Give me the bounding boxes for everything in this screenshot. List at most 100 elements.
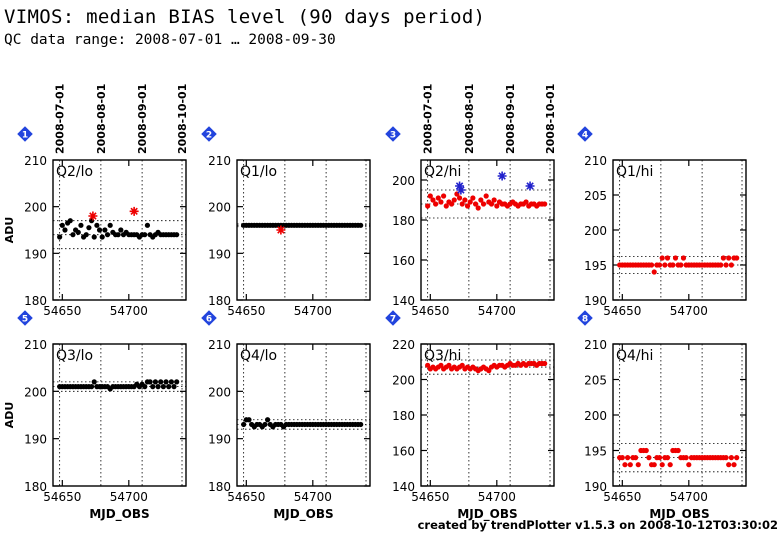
x-tick-label: 54650 xyxy=(43,304,81,318)
data-point xyxy=(731,462,737,468)
data-point xyxy=(246,417,252,423)
panel-6: 180 190 200 210 54650 54700 MJD_OBS 6 Q4/lo xyxy=(201,310,371,522)
x-axis-label: MJD_OBS xyxy=(649,507,709,522)
data-point xyxy=(627,462,633,468)
data-point xyxy=(107,222,113,228)
x-tick-label: 54700 xyxy=(478,304,516,318)
data-point xyxy=(168,379,174,385)
data-point xyxy=(86,225,92,231)
x-tick-label: 54650 xyxy=(227,490,265,504)
x-tick-label: 54650 xyxy=(43,490,81,504)
data-point xyxy=(441,193,447,199)
panel-number: 3 xyxy=(390,131,396,141)
panel-number: 8 xyxy=(582,315,588,325)
data-point xyxy=(166,384,172,390)
data-point xyxy=(619,455,625,461)
data-point xyxy=(648,262,655,268)
data-point xyxy=(459,201,465,207)
y-tick-label: 200 xyxy=(24,385,47,399)
data-point-star xyxy=(276,225,286,235)
y-tick-label: 195 xyxy=(584,259,607,273)
x-tick-label: 54650 xyxy=(411,490,449,504)
panel-label: Q4/hi xyxy=(616,348,653,364)
y-tick-label: 200 xyxy=(208,385,231,399)
panel-label: Q2/hi xyxy=(424,164,461,180)
data-point xyxy=(174,232,180,238)
data-point xyxy=(720,255,726,261)
panel-4: 190 195 200 205 210 54650 54700 4 Q1/hi xyxy=(577,126,747,318)
data-point xyxy=(491,197,497,203)
panel-8: 190 195 200 205 210 54650 54700 MJD_OBS 8 Q4/hi xyxy=(577,310,747,522)
data-point xyxy=(475,205,481,211)
data-point xyxy=(163,379,169,385)
x-tick-label: 54700 xyxy=(670,490,708,504)
data-point xyxy=(643,447,649,454)
data-point xyxy=(659,462,665,468)
panel-number: 4 xyxy=(582,131,588,141)
data-point xyxy=(683,455,689,461)
x-tick-label: 54700 xyxy=(294,490,332,504)
data-point xyxy=(142,232,148,238)
data-point xyxy=(486,368,492,374)
data-point xyxy=(672,255,679,261)
data-point xyxy=(670,262,676,268)
date-label: 2008-10-01 xyxy=(176,84,189,154)
data-point xyxy=(438,199,444,205)
data-point xyxy=(241,421,247,428)
y-tick-label: 190 xyxy=(24,433,47,447)
panel-label: Q2/lo xyxy=(56,164,93,180)
data-point xyxy=(448,201,455,207)
data-point xyxy=(651,462,657,468)
chart-subtitle: QC data range: 2008-07-01 … 2008-09-30 xyxy=(4,32,336,48)
data-point xyxy=(427,193,433,199)
data-point xyxy=(675,447,681,454)
y-tick-label: 200 xyxy=(392,374,415,388)
panel-5: 180 190 200 210 54650 54700 ADU MJD_OBS 5 Q3/lo xyxy=(3,310,187,522)
data-point-star xyxy=(129,206,139,216)
y-tick-label: 210 xyxy=(584,338,607,352)
data-point-star xyxy=(497,171,507,181)
panel-1: 180 190 200 210 54650 54700 2008-07-01 2008-08-… xyxy=(3,84,189,318)
data-point xyxy=(158,379,164,385)
data-point-star xyxy=(525,181,535,191)
y-tick-label: 205 xyxy=(584,189,607,203)
date-label: 2008-08-01 xyxy=(95,84,108,154)
y-axis-label: ADU xyxy=(3,217,16,244)
panel-label: Q3/lo xyxy=(56,348,93,364)
data-point xyxy=(472,201,479,207)
panel-frame xyxy=(52,343,187,487)
y-tick-label: 190 xyxy=(584,294,607,308)
x-axis-label: MJD_OBS xyxy=(89,507,149,522)
panel-frame xyxy=(420,159,555,301)
data-point xyxy=(425,362,431,368)
data-point xyxy=(462,197,468,203)
panel-number: 2 xyxy=(206,131,212,141)
data-point xyxy=(425,203,431,209)
data-point xyxy=(625,455,631,461)
x-tick-label: 54650 xyxy=(603,304,641,318)
data-point xyxy=(483,193,489,199)
y-tick-label: 210 xyxy=(24,338,47,352)
x-axis-label: MJD_OBS xyxy=(457,507,517,522)
date-label: 2008-09-01 xyxy=(504,84,517,154)
data-point xyxy=(83,232,89,238)
panel-badge-icon xyxy=(385,126,401,142)
y-tick-label: 205 xyxy=(584,374,607,388)
data-point xyxy=(728,455,734,461)
x-tick-label: 54650 xyxy=(227,304,265,318)
panel-number: 7 xyxy=(390,315,396,325)
data-point xyxy=(664,455,671,461)
data-point xyxy=(358,421,364,428)
date-label: 2008-07-01 xyxy=(422,84,435,154)
data-point xyxy=(659,255,665,261)
x-tick-label: 54650 xyxy=(603,490,641,504)
data-point xyxy=(150,384,156,390)
panel-label: Q3/hi xyxy=(424,348,461,364)
data-point xyxy=(667,462,673,468)
y-tick-label: 210 xyxy=(208,154,231,168)
data-point xyxy=(718,262,724,268)
data-point xyxy=(478,197,484,203)
y-tick-label: 140 xyxy=(392,294,415,308)
panel-badge-icon xyxy=(201,310,217,326)
